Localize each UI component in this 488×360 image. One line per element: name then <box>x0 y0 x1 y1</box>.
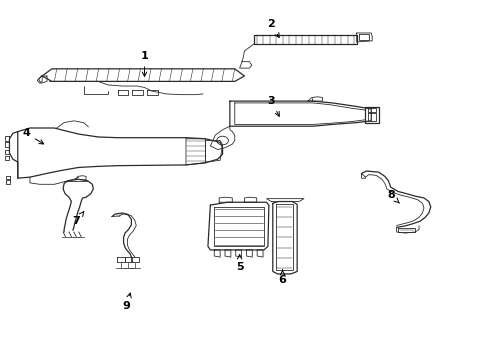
Text: 3: 3 <box>267 96 279 116</box>
Text: 6: 6 <box>278 270 286 285</box>
Text: 5: 5 <box>235 255 243 272</box>
Text: 4: 4 <box>22 129 43 144</box>
Text: 7: 7 <box>72 211 84 226</box>
Text: 1: 1 <box>141 51 148 76</box>
Text: 9: 9 <box>122 293 131 311</box>
Text: 2: 2 <box>267 19 279 37</box>
Text: 8: 8 <box>386 190 399 203</box>
